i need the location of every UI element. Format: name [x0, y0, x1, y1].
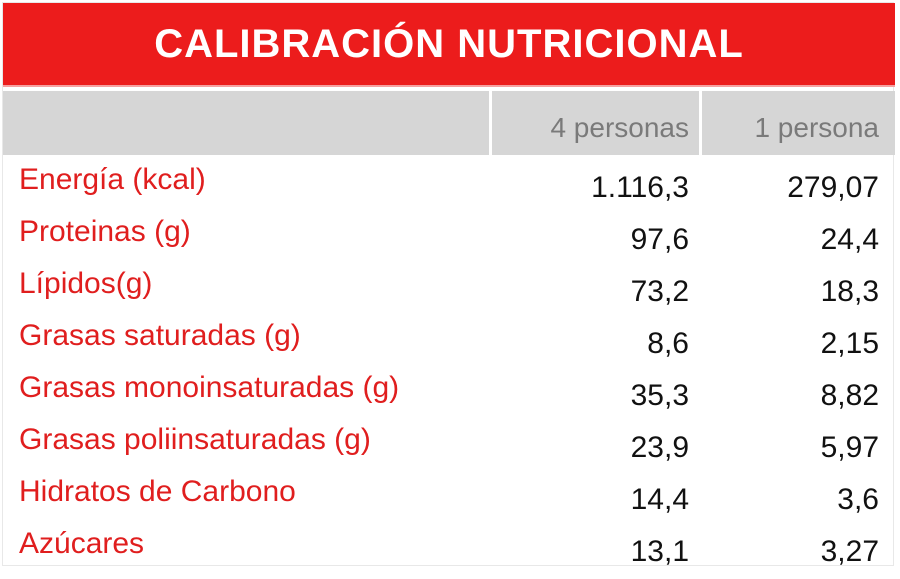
table-row: Grasas saturadas (g) 8,6 2,15: [3, 319, 895, 371]
row-label: Grasas monoinsaturadas (g): [19, 371, 400, 404]
table-row: Energía (kcal) 1.116,3 279,07: [3, 163, 895, 215]
nutrition-card: CALIBRACIÓN NUTRICIONAL 4 personas 1 per…: [2, 2, 895, 568]
value-1-persona: 279,07: [787, 171, 879, 204]
row-label: Azúcares: [19, 527, 145, 560]
value-1-persona: 8,82: [820, 379, 879, 412]
column-header-4-personas: 4 personas: [550, 112, 689, 143]
table-row: Azúcares 13,1 3,27: [3, 527, 895, 579]
column-divider: [699, 91, 702, 155]
row-label: Proteinas (g): [19, 215, 191, 248]
row-label: Grasas saturadas (g): [19, 319, 301, 352]
value-4-personas: 13,1: [630, 535, 689, 568]
row-label: Lípidos(g): [19, 267, 153, 300]
value-1-persona: 2,15: [820, 327, 879, 360]
table-row: Grasas monoinsaturadas (g) 35,3 8,82: [3, 371, 895, 423]
table-title: CALIBRACIÓN NUTRICIONAL: [154, 21, 744, 66]
table-row: Grasas poliinsaturadas (g) 23,9 5,97: [3, 423, 895, 475]
row-label: Grasas poliinsaturadas (g): [19, 423, 371, 456]
table-row: Proteinas (g) 97,6 24,4: [3, 215, 895, 267]
value-1-persona: 24,4: [820, 223, 879, 256]
value-1-persona: 3,6: [837, 483, 879, 516]
value-4-personas: 23,9: [630, 431, 689, 464]
column-header-1-persona: 1 persona: [754, 112, 879, 143]
value-4-personas: 1.116,3: [591, 171, 689, 204]
value-1-persona: 5,97: [820, 431, 879, 464]
value-4-personas: 73,2: [630, 275, 689, 308]
value-1-persona: 3,27: [820, 535, 879, 568]
value-4-personas: 97,6: [630, 223, 689, 256]
value-4-personas: 8,6: [647, 327, 689, 360]
row-label: Hidratos de Carbono: [19, 475, 296, 508]
table-row: Lípidos(g) 73,2 18,3: [3, 267, 895, 319]
value-4-personas: 35,3: [630, 379, 689, 412]
column-header-row: 4 personas 1 persona: [3, 91, 895, 155]
title-bar: CALIBRACIÓN NUTRICIONAL: [3, 3, 895, 87]
value-1-persona: 18,3: [820, 275, 879, 308]
column-divider: [489, 91, 492, 155]
table-row: Hidratos de Carbono 14,4 3,6: [3, 475, 895, 527]
row-label: Energía (kcal): [19, 163, 206, 196]
value-4-personas: 14,4: [630, 483, 689, 516]
